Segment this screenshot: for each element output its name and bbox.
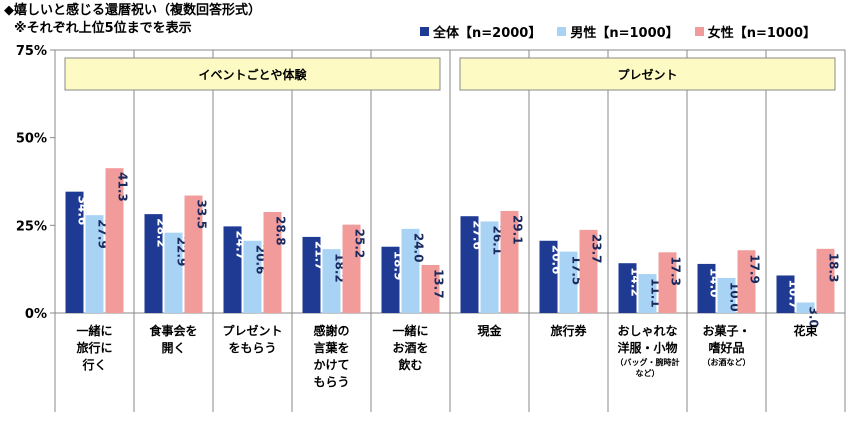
bar [796,302,815,313]
category-label: 飲む [397,357,422,372]
bar [164,232,183,313]
data-label: 33.5 [195,200,209,230]
bar [223,226,242,313]
data-label: 18.3 [827,253,841,283]
category-note: （バッグ・腕時計 [616,357,680,367]
category-label: をもらう [228,341,276,355]
data-label: 10.7 [787,279,801,309]
category-note: など） [636,368,660,378]
group-header-box [64,57,441,91]
bar [618,263,637,313]
category-label: 洋服・小物 [617,340,677,355]
data-label: 29.1 [511,215,525,245]
legend-label-male: 男性【n=1000】 [570,26,679,41]
chart-subtitle: ※それぞれ上位5位までを表示 [14,21,192,36]
legend-swatch-female [694,27,704,36]
bar [342,224,361,313]
legend: 全体【n=2000】 男性【n=1000】 女性【n=1000】 [420,22,816,41]
category-label: 現金 [477,323,502,338]
bar [144,214,163,313]
bar [559,251,578,313]
category-label: 旅行券 [550,323,587,338]
bar [322,249,341,313]
bar [460,216,479,313]
category-label: 一緒に [392,323,428,338]
data-label: 23.7 [590,234,604,264]
category-label: 旅行に [76,340,112,355]
bar [421,264,440,313]
bar [776,275,795,313]
bar [500,210,519,313]
bar [184,195,203,313]
category-label: 行く [81,357,106,372]
bar [816,248,835,313]
chart-title: ◆嬉しいと感じる還暦祝い（複数回答形式） [4,3,261,18]
data-label: 17.9 [748,254,762,284]
category-label: 感謝の [313,323,349,338]
bar [579,229,598,313]
y-tick-label: 25% [16,219,47,234]
bar [243,240,262,313]
category-label: プレゼント [222,323,282,338]
legend-swatch-male [557,27,567,36]
category-label: 嗜好品 [708,340,744,355]
category-label: お菓子・ [702,323,750,338]
group-header-label: プレゼント [617,67,677,82]
bar [539,240,558,313]
legend-label-female: 女性【n=1000】 [707,26,817,41]
category-label: 花束 [793,323,818,338]
category-label: お酒を [392,341,428,355]
data-label: 41.3 [116,172,130,202]
category-label: 一緒に [76,323,112,338]
bar [697,263,716,313]
data-label: 24.0 [412,233,426,263]
category-label: 開く [161,341,185,355]
data-label: 28.8 [274,216,288,246]
group-header-label: イベントごとや体験 [198,67,307,82]
legend-item-female: 女性【n=1000】 [694,22,817,41]
data-label: 17.3 [669,256,683,286]
legend-swatch-all [420,27,429,36]
category-label: 食事会を [148,323,197,338]
bar [658,252,677,313]
y-tick-label: 75% [16,44,47,59]
bar [737,250,756,313]
data-label: 25.2 [353,229,367,259]
category-note: （お酒など） [703,357,751,367]
bar [717,277,736,313]
category-label: おしゃれな [617,324,677,338]
y-tick-label: 50% [16,132,47,147]
legend-item-all: 全体【n=2000】 [420,22,541,41]
legend-label-all: 全体【n=2000】 [433,26,542,41]
bar [302,236,321,313]
bar [85,215,104,313]
y-tick-label: 0% [25,307,47,322]
bar [480,221,499,313]
category-label: 言葉を [313,340,349,355]
data-label: 13.7 [432,269,446,299]
bar [401,228,420,313]
category-label: もらう [313,375,349,389]
legend-item-male: 男性【n=1000】 [557,22,679,41]
group-header-box [459,57,836,91]
bar [65,191,84,313]
bar [381,246,400,313]
bar [638,274,657,313]
bar [263,212,282,313]
bar [105,168,124,313]
category-label: かけて [313,358,349,372]
